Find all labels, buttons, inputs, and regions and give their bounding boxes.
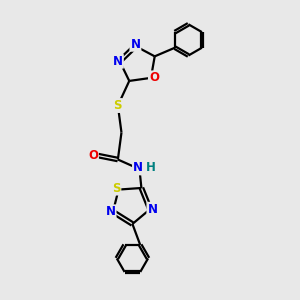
Text: N: N bbox=[133, 161, 143, 174]
Text: O: O bbox=[149, 71, 159, 84]
Text: N: N bbox=[113, 55, 123, 68]
Text: N: N bbox=[147, 203, 158, 216]
Text: S: S bbox=[114, 99, 122, 112]
Text: S: S bbox=[112, 182, 120, 195]
Text: N: N bbox=[130, 38, 140, 51]
Text: N: N bbox=[106, 205, 116, 218]
Text: H: H bbox=[146, 161, 156, 174]
Text: O: O bbox=[88, 148, 98, 161]
